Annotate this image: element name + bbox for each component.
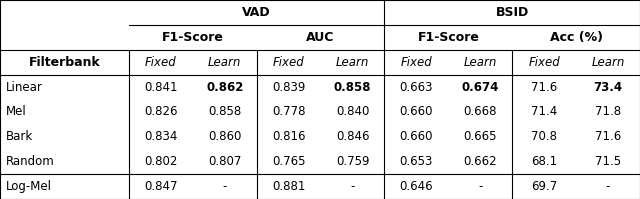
Text: 0.765: 0.765 [272, 155, 305, 168]
Text: AUC: AUC [307, 31, 335, 44]
Text: BSID: BSID [495, 6, 529, 19]
Text: 0.674: 0.674 [461, 81, 499, 94]
Text: 0.881: 0.881 [272, 180, 305, 193]
Text: 0.807: 0.807 [208, 155, 241, 168]
Text: Learn: Learn [591, 56, 625, 69]
Text: 0.668: 0.668 [463, 105, 497, 118]
Text: Fixed: Fixed [401, 56, 432, 69]
Text: 0.653: 0.653 [400, 155, 433, 168]
Text: 69.7: 69.7 [531, 180, 557, 193]
Text: 71.6: 71.6 [531, 81, 557, 94]
Text: Linear: Linear [6, 81, 43, 94]
Text: 0.660: 0.660 [399, 130, 433, 143]
Text: 0.660: 0.660 [399, 105, 433, 118]
Text: 71.4: 71.4 [531, 105, 557, 118]
Text: 0.841: 0.841 [144, 81, 178, 94]
Text: 71.5: 71.5 [595, 155, 621, 168]
Text: Learn: Learn [336, 56, 369, 69]
Text: 0.834: 0.834 [144, 130, 178, 143]
Text: F1-Score: F1-Score [162, 31, 224, 44]
Text: Mel: Mel [6, 105, 27, 118]
Text: 0.802: 0.802 [144, 155, 178, 168]
Text: 0.858: 0.858 [334, 81, 371, 94]
Text: 71.6: 71.6 [595, 130, 621, 143]
Text: Fixed: Fixed [528, 56, 560, 69]
Text: 0.840: 0.840 [336, 105, 369, 118]
Text: 0.826: 0.826 [144, 105, 178, 118]
Text: 68.1: 68.1 [531, 155, 557, 168]
Text: Learn: Learn [463, 56, 497, 69]
Text: Fixed: Fixed [145, 56, 177, 69]
Text: Fixed: Fixed [273, 56, 305, 69]
Text: F1-Score: F1-Score [417, 31, 479, 44]
Text: 0.858: 0.858 [208, 105, 241, 118]
Text: 0.862: 0.862 [206, 81, 243, 94]
Text: 73.4: 73.4 [593, 81, 623, 94]
Text: VAD: VAD [243, 6, 271, 19]
Text: 0.665: 0.665 [463, 130, 497, 143]
Text: 0.839: 0.839 [272, 81, 305, 94]
Text: 70.8: 70.8 [531, 130, 557, 143]
Text: 0.759: 0.759 [336, 155, 369, 168]
Text: 0.860: 0.860 [208, 130, 241, 143]
Text: 0.816: 0.816 [272, 130, 305, 143]
Text: -: - [606, 180, 611, 193]
Text: Bark: Bark [6, 130, 33, 143]
Text: Filterbank: Filterbank [29, 56, 100, 69]
Text: -: - [350, 180, 355, 193]
Text: 0.663: 0.663 [399, 81, 433, 94]
Text: 0.646: 0.646 [399, 180, 433, 193]
Text: 0.846: 0.846 [336, 130, 369, 143]
Text: -: - [478, 180, 483, 193]
Text: -: - [223, 180, 227, 193]
Text: Acc (%): Acc (%) [550, 31, 603, 44]
Text: 0.847: 0.847 [144, 180, 178, 193]
Text: Random: Random [6, 155, 55, 168]
Text: Learn: Learn [208, 56, 241, 69]
Text: 71.8: 71.8 [595, 105, 621, 118]
Text: Log-Mel: Log-Mel [6, 180, 52, 193]
Text: 0.662: 0.662 [463, 155, 497, 168]
Text: 0.778: 0.778 [272, 105, 305, 118]
